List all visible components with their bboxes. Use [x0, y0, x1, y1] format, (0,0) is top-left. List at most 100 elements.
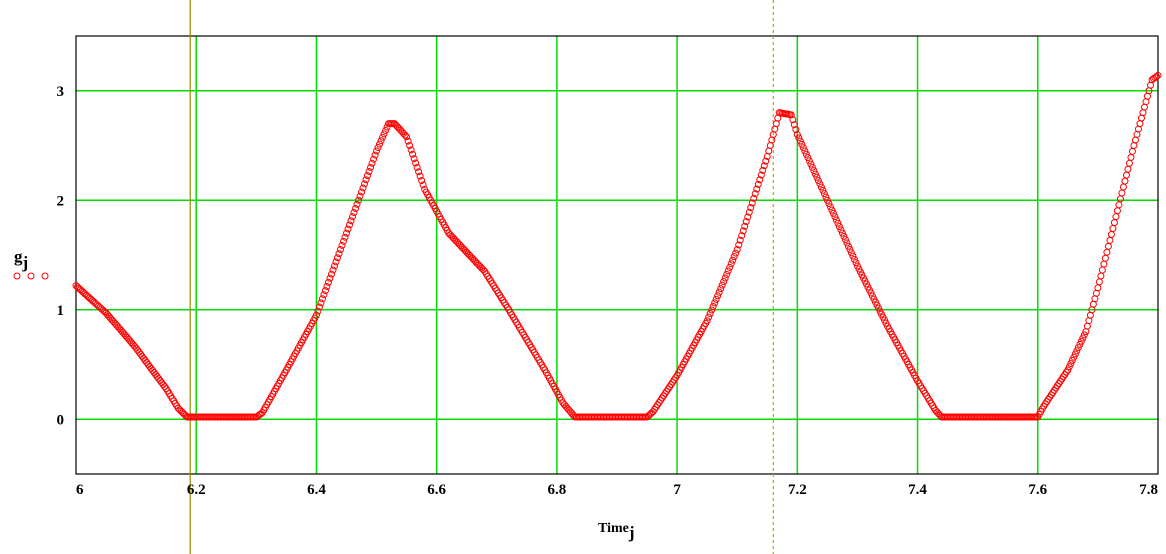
data-point-interp	[724, 267, 732, 275]
y-axis-label-main: g	[14, 247, 23, 266]
x-tick-label: 6.4	[307, 482, 326, 498]
data-point-interp	[846, 246, 854, 254]
data-point-interp	[726, 263, 734, 271]
data-point-interp	[374, 144, 382, 152]
x-tick-label: 7.6	[1028, 482, 1047, 498]
plot-frame	[75, 35, 1159, 475]
data-point-interp	[355, 196, 363, 204]
data-point-interp	[817, 183, 825, 191]
data-point-interp	[810, 167, 818, 175]
data-point-interp	[356, 192, 364, 200]
data-point	[793, 131, 801, 139]
data-point	[1064, 366, 1072, 374]
data-point-interp	[717, 285, 725, 293]
data-point-interp	[760, 162, 768, 170]
data-point-interp	[379, 133, 387, 141]
y-tick-label: 3	[57, 84, 65, 100]
data-point-interp	[380, 130, 388, 138]
data-point-interp	[762, 157, 770, 165]
x-tick-label: 6.6	[427, 482, 446, 498]
data-point-interp	[718, 281, 726, 289]
data-point-interp	[1079, 334, 1087, 342]
data-point-interp	[329, 266, 337, 274]
data-point-interp	[813, 173, 821, 181]
data-point-interp	[756, 176, 764, 184]
data-point-interp	[843, 239, 851, 247]
data-point-interp	[367, 163, 375, 171]
data-point-interp	[820, 190, 828, 198]
data-point-interp	[1119, 183, 1127, 191]
data-point-interp	[1124, 165, 1132, 173]
data-point	[733, 246, 741, 254]
data-point-interp	[799, 144, 807, 152]
data-point-interp	[819, 186, 827, 194]
data-point-interp	[741, 222, 749, 230]
data-point-interp	[759, 166, 767, 174]
data-point-interp	[732, 249, 740, 257]
data-point-interp	[1122, 171, 1130, 179]
data-point-interp	[838, 229, 846, 237]
y-axis-label: gj	[14, 247, 28, 272]
data-point-interp	[365, 168, 373, 176]
data-point-interp	[837, 226, 845, 234]
data-point-interp	[753, 185, 761, 193]
data-point-interp	[849, 252, 857, 260]
data-point-interp	[314, 307, 322, 315]
data-point-interp	[835, 223, 843, 231]
data-point-interp	[344, 225, 352, 233]
data-point-interp	[709, 302, 717, 310]
data-point-interp	[808, 163, 816, 171]
data-point-interp	[377, 137, 385, 145]
data-point-interp	[747, 204, 755, 212]
data-point-interp	[792, 126, 800, 134]
data-point-interp	[852, 259, 860, 267]
data-point	[1154, 71, 1162, 79]
data-point-interp	[804, 154, 812, 162]
data-point-interp	[335, 250, 343, 258]
x-tick-label: 6.8	[548, 482, 567, 498]
data-point-interp	[382, 126, 390, 134]
data-point-interp	[706, 310, 714, 318]
data-point-interp	[353, 200, 361, 208]
data-point-interp	[1077, 337, 1085, 345]
data-point-interp	[1098, 266, 1106, 274]
y-tick-label: 0	[57, 412, 65, 428]
data-point-interp	[825, 200, 833, 208]
data-point-interp	[708, 306, 716, 314]
data-point-interp	[798, 140, 806, 148]
data-point-interp	[750, 194, 758, 202]
data-point-interp	[332, 258, 340, 266]
data-point-interp	[1110, 219, 1118, 227]
data-point-interp	[1103, 248, 1111, 256]
data-point-interp	[705, 313, 713, 321]
data-point-interp	[1070, 353, 1078, 361]
legend-marker	[13, 272, 49, 280]
data-point	[787, 111, 795, 119]
data-point-interp	[720, 278, 728, 286]
data-point-interp	[410, 155, 418, 163]
data-point-interp	[376, 140, 384, 148]
data-point-interp	[323, 282, 331, 290]
data-point-interp	[347, 217, 355, 225]
data-point	[1094, 284, 1102, 292]
data-point-interp	[757, 171, 765, 179]
data-point-interp	[847, 249, 855, 257]
x-tick-label: 7.2	[788, 482, 807, 498]
data-point-interp	[370, 155, 378, 163]
x-axis-label-main: Time	[598, 521, 629, 536]
data-point-interp	[1125, 159, 1133, 167]
data-point-interp	[336, 246, 344, 254]
data-point-interp	[361, 180, 369, 188]
data-point	[373, 147, 381, 155]
data-point-interp	[346, 221, 354, 229]
grid-layer	[76, 36, 1158, 474]
data-point-interp	[1068, 356, 1076, 364]
data-point-interp	[751, 190, 759, 198]
x-tick-label: 7.8	[1139, 482, 1158, 498]
data-point-interp	[1067, 360, 1075, 368]
data-point-interp	[805, 157, 813, 165]
data-point	[403, 133, 411, 141]
data-point-interp	[359, 184, 367, 192]
data-point-interp	[413, 163, 421, 171]
data-point-interp	[811, 170, 819, 178]
